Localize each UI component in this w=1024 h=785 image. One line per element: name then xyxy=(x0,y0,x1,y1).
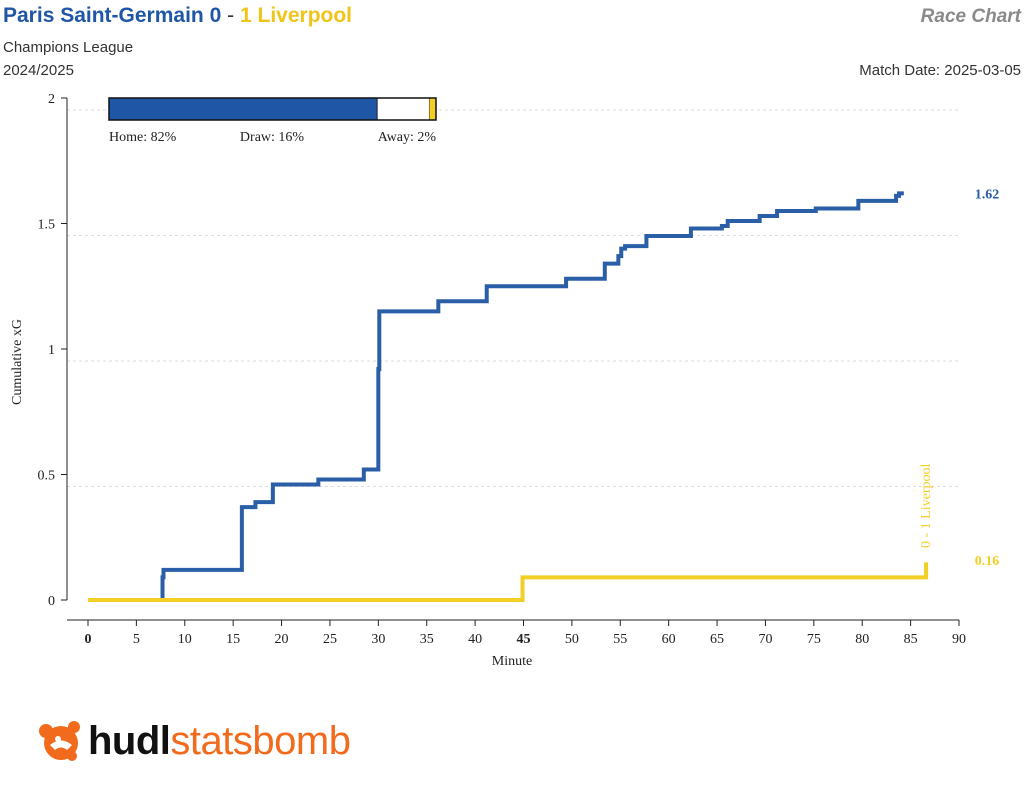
x-tick-label: 55 xyxy=(613,632,627,647)
home-prob-segment xyxy=(109,98,378,120)
x-tick-label: 30 xyxy=(371,632,385,647)
x-tick-label: 10 xyxy=(178,632,192,647)
final-value-labels: 1.62 0.16 0 - 1 Liverpool xyxy=(919,187,999,568)
grid-lines xyxy=(67,109,959,487)
competition-label: Champions League xyxy=(3,39,134,56)
match-date: Match Date: 2025-03-05 xyxy=(859,62,1021,79)
draw-prob-label: Draw: 16% xyxy=(240,130,304,145)
goal-annotation: 0 - 1 Liverpool xyxy=(919,464,934,548)
brand-part-2: statsbomb xyxy=(170,719,351,763)
x-tick-label: 45 xyxy=(517,632,531,647)
y-tick-label: 2 xyxy=(48,92,55,107)
x-tick-label: 5 xyxy=(133,632,140,647)
series-lines xyxy=(88,191,929,602)
y-tick-label: 1 xyxy=(48,343,55,358)
x-ticks: 0 5 10 15 20 25 30 35 40 45 50 55 60 65 70 75 80 85 90 xyxy=(85,620,966,647)
y-axis-label: Cumulative xG xyxy=(10,319,25,405)
x-tick-label: 15 xyxy=(226,632,240,647)
x-axis-label: Minute xyxy=(492,654,532,669)
home-prob-label: Home: 82% xyxy=(109,130,177,145)
x-tick-label: 85 xyxy=(904,632,918,647)
home-score: 0 xyxy=(209,4,222,27)
chart-kind-label: Race Chart xyxy=(920,6,1021,27)
x-tick-label: 65 xyxy=(710,632,724,647)
season-label: 2024/2025 xyxy=(3,62,74,79)
x-tick-label: 25 xyxy=(323,632,337,647)
away-prob-segment xyxy=(429,98,436,120)
score-separator: - xyxy=(227,4,235,27)
x-tick-label: 60 xyxy=(662,632,676,647)
x-tick-label: 75 xyxy=(807,632,821,647)
hudl-statsbomb-logo: hudlstatsbomb xyxy=(36,713,351,769)
away-final-xg: 0.16 xyxy=(975,554,1000,569)
statsbomb-mascot-icon xyxy=(39,721,80,761)
x-tick-label: 90 xyxy=(952,632,966,647)
home-team-name: Paris Saint-Germain xyxy=(3,4,204,27)
away-score: 1 xyxy=(239,4,252,27)
x-tick-label: 50 xyxy=(565,632,579,647)
y-tick-label: 0 xyxy=(48,594,55,609)
away-team-name: Liverpool xyxy=(257,4,353,27)
prob-bar-frame xyxy=(108,97,437,121)
brand-wordmark: hudlstatsbomb xyxy=(88,719,351,763)
y-tick-label: 0.5 xyxy=(38,469,56,484)
x-tick-label: 80 xyxy=(855,632,869,647)
match-title: Paris Saint-Germain 0 - 1 Liverpool xyxy=(3,4,352,28)
away-prob-label: Away: 2% xyxy=(378,130,437,145)
brand-part-1: hudl xyxy=(88,719,171,763)
axes xyxy=(66,98,959,621)
x-tick-label: 0 xyxy=(85,632,92,647)
draw-prob-segment xyxy=(376,97,430,121)
y-tick-label: 1.5 xyxy=(38,218,56,233)
y-ticks: 0 0.5 1 1.5 2 xyxy=(38,92,67,609)
home-xg-line xyxy=(88,191,904,602)
x-tick-label: 70 xyxy=(758,632,772,647)
x-tick-label: 35 xyxy=(420,632,434,647)
race-chart: 0 5 10 15 20 25 30 35 40 45 50 55 60 65 70 75 80 85 90 0 0.… xyxy=(10,92,999,669)
away-xg-line xyxy=(88,562,929,602)
home-final-xg: 1.62 xyxy=(975,187,1000,202)
x-tick-label: 20 xyxy=(275,632,289,647)
win-probability-bar: Home: 82% Draw: 16% Away: 2% xyxy=(108,97,437,145)
x-tick-label: 40 xyxy=(468,632,482,647)
